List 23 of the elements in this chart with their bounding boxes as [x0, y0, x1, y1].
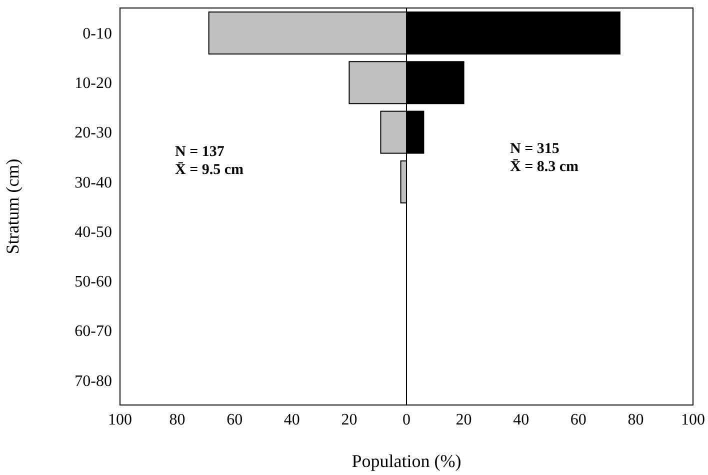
- y-axis-title: Stratum (cm): [2, 158, 22, 254]
- x-tick-label: 60: [570, 411, 586, 428]
- y-tick-label: 40-50: [74, 224, 112, 241]
- x-axis-title: Population (%): [352, 451, 462, 471]
- x-tick-label: 100: [108, 411, 132, 428]
- y-tick-label: 70-80: [74, 372, 112, 390]
- y-tick-label: 0-10: [82, 25, 112, 42]
- y-tick-label: 20-30: [74, 124, 112, 142]
- annotation: N = 315 X̄ = 8.3 cm: [510, 140, 579, 176]
- x-tick-label: 80: [169, 411, 186, 428]
- x-tick-label: 40: [513, 411, 530, 428]
- y-tick-label: 50-60: [74, 274, 112, 291]
- x-tick-label: 0: [402, 411, 410, 428]
- x-tick-label: 60: [226, 411, 243, 428]
- x-tick-label: 40: [284, 411, 300, 428]
- x-tick-label: 20: [456, 411, 472, 428]
- y-tick-label: 30-40: [74, 174, 112, 192]
- annotation: N = 137 X̄ = 9.5 cm: [175, 143, 244, 179]
- x-tick-label: 80: [628, 411, 644, 428]
- x-tick-label: 20: [341, 411, 358, 428]
- y-tick-label: 60-70: [74, 323, 112, 340]
- x-tick-label: 100: [681, 411, 705, 428]
- y-tick-label: 10-20: [74, 75, 112, 92]
